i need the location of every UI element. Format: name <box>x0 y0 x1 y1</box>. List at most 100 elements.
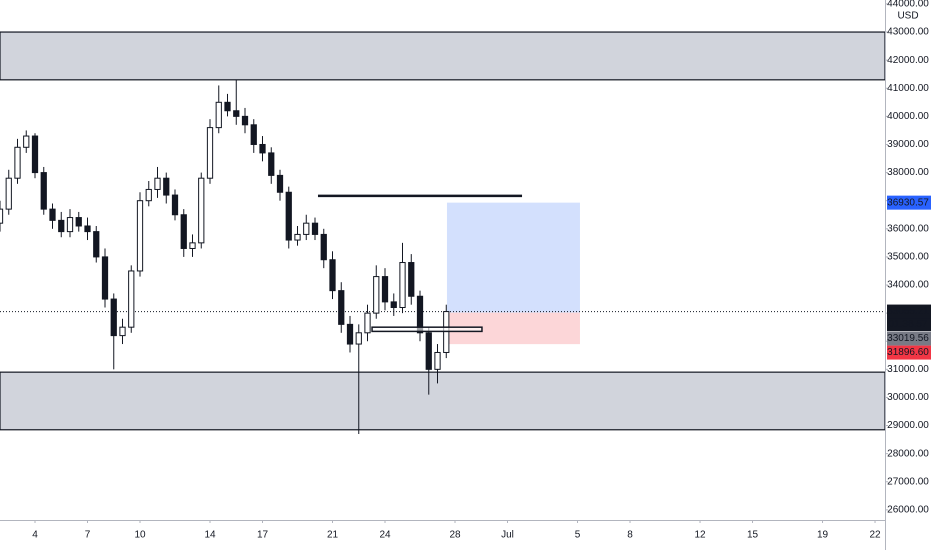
target-tag-bg <box>887 195 931 210</box>
candle-body <box>189 242 196 249</box>
candle-body <box>346 323 354 345</box>
x-tick-label: 21 <box>327 530 339 541</box>
zone <box>0 371 886 431</box>
candle-body <box>154 177 161 190</box>
candle-body <box>101 256 109 300</box>
candle-body <box>259 143 266 154</box>
currency-label: USD <box>897 11 918 22</box>
candle-body <box>163 177 170 196</box>
y-tick-label: 28000.00 <box>887 448 929 459</box>
x-tick-label: 7 <box>85 530 91 541</box>
candle-body <box>14 146 21 179</box>
candle-body <box>171 194 179 216</box>
y-tick-label: 36000.00 <box>887 223 929 234</box>
x-tick-label: 17 <box>257 530 269 541</box>
y-tick-label: 43000.00 <box>887 27 929 38</box>
x-tick-label: 15 <box>747 530 759 541</box>
candle-body <box>425 332 432 370</box>
countdown: 01:38:57 <box>889 319 928 330</box>
candle-body <box>408 262 415 297</box>
y-tick-label: 34000.00 <box>887 280 929 291</box>
x-tick-label: 22 <box>869 530 881 541</box>
candle-body <box>250 124 257 145</box>
candle-body <box>294 233 301 241</box>
entry-tag: 33019.56 <box>887 333 929 344</box>
y-tick-label: 29000.00 <box>887 420 929 431</box>
stop-tag: 31896.60 <box>887 347 929 358</box>
candle-body <box>49 208 56 221</box>
x-tick-label: 19 <box>817 530 829 541</box>
candle-body <box>311 222 319 235</box>
candle-body <box>434 351 441 370</box>
candle-body <box>136 200 144 272</box>
candle-body <box>338 290 345 325</box>
x-tick-label: 28 <box>449 530 461 541</box>
candle-body <box>268 152 275 176</box>
y-tick-label: 44000.00 <box>887 0 929 10</box>
countdown-bg <box>887 318 931 332</box>
candle-body <box>381 276 389 303</box>
x-tick-label: Jul <box>501 530 514 541</box>
last-price-tag: 33055.21 <box>887 306 929 317</box>
target-tag: 36930.57 <box>887 197 929 208</box>
candle-body <box>224 101 231 112</box>
candle-body <box>416 295 424 334</box>
candle-body <box>58 219 65 233</box>
candle-body <box>110 298 117 337</box>
candle-body <box>198 177 205 244</box>
candle-body <box>93 231 100 258</box>
y-tick-label: 41000.00 <box>887 83 929 94</box>
entry-tag-bg <box>887 331 931 346</box>
y-tick-label: 42000.00 <box>887 55 929 66</box>
candle-body <box>23 135 30 148</box>
candle-body <box>40 172 47 210</box>
x-tick-label: 4 <box>32 530 38 541</box>
candle-body <box>75 217 82 227</box>
last-price-tag-bg <box>887 304 931 319</box>
y-tick-label: 31000.00 <box>887 364 929 375</box>
y-tick-label: 38000.00 <box>887 167 929 178</box>
candle-body <box>364 312 371 334</box>
y-tick-label: 40000.00 <box>887 111 929 122</box>
candle-body <box>276 174 284 193</box>
candle-body <box>128 270 135 328</box>
y-tick-label: 35000.00 <box>887 252 929 263</box>
time-axis <box>0 520 885 550</box>
candle-body <box>355 332 362 345</box>
candle-body <box>215 101 222 129</box>
y-tick-label: 26000.00 <box>887 505 929 516</box>
candle-body <box>285 191 292 241</box>
x-tick-label: 5 <box>575 530 581 541</box>
zone <box>0 31 886 81</box>
x-tick-label: 24 <box>379 530 391 541</box>
candle-body <box>5 177 12 210</box>
price-axis <box>885 0 932 550</box>
candle-body <box>241 115 249 126</box>
candle-body <box>390 301 397 309</box>
candle-body <box>373 276 380 314</box>
candle-body <box>66 217 74 233</box>
box-drawing <box>371 326 483 333</box>
y-tick-label: 39000.00 <box>887 139 929 150</box>
candle-body <box>233 110 240 117</box>
x-tick-label: 14 <box>204 530 216 541</box>
x-tick-label: 8 <box>627 530 633 541</box>
candle-body <box>303 222 310 235</box>
y-tick-label: 27000.00 <box>887 476 929 487</box>
candle-body <box>0 208 4 224</box>
candle-body <box>180 214 187 249</box>
x-tick-label: 12 <box>694 530 706 541</box>
y-tick-label: 30000.00 <box>887 392 929 403</box>
candle-body <box>119 326 126 337</box>
profit-zone <box>446 202 580 313</box>
candle-body <box>145 188 152 202</box>
candle-body <box>329 259 336 292</box>
x-tick-label: 10 <box>134 530 146 541</box>
stop-tag-bg <box>887 345 931 360</box>
candle-body <box>31 135 39 174</box>
candle-body <box>206 127 214 179</box>
candle-body <box>84 225 91 233</box>
candle-body <box>320 233 327 261</box>
